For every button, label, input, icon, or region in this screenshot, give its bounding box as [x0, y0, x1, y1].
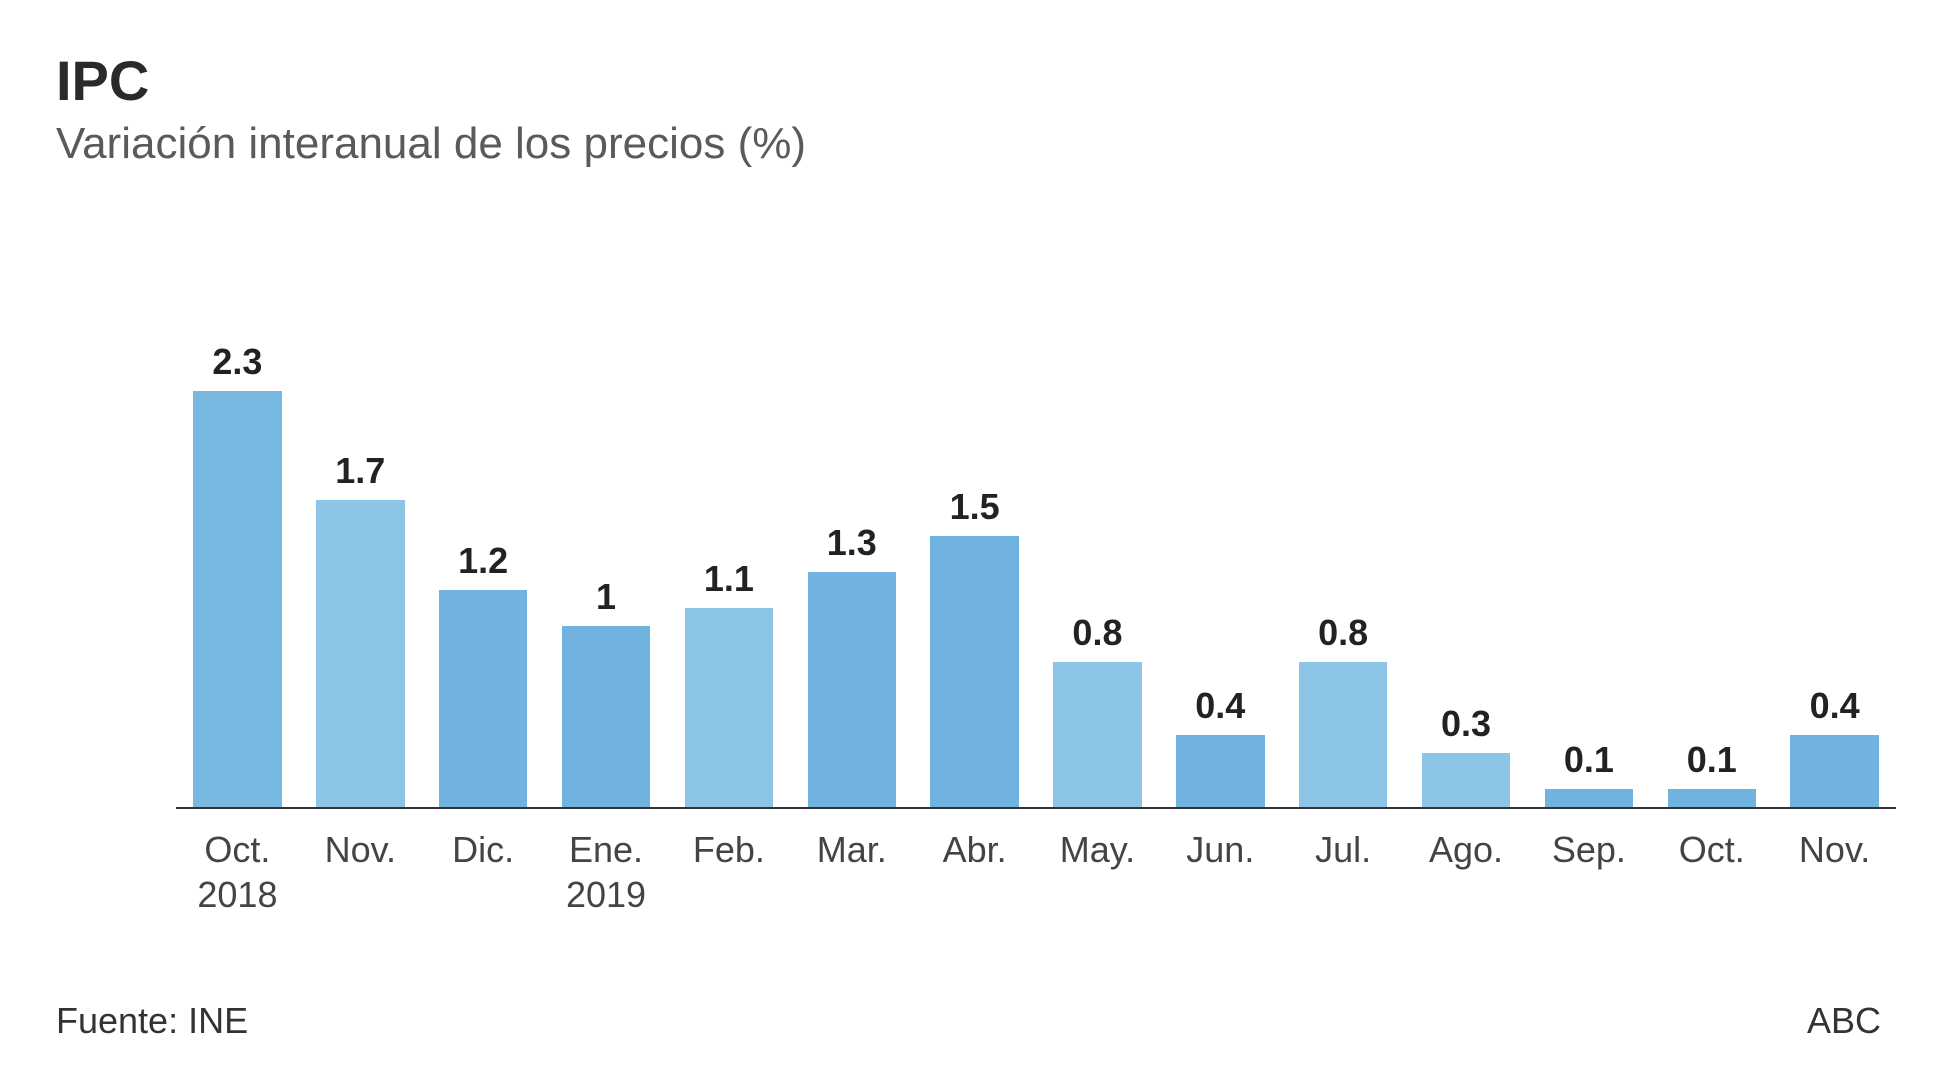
- bar-value-label: 0.1: [1687, 739, 1737, 781]
- bar: [808, 572, 896, 807]
- bar-value-label: 1.1: [704, 558, 754, 600]
- x-tick: Dic.: [422, 827, 545, 917]
- bar-slot: 0.8: [1282, 309, 1405, 807]
- x-tick-label: Oct.: [204, 827, 270, 872]
- x-tick: Abr.: [913, 827, 1036, 917]
- x-tick: Oct.2018: [176, 827, 299, 917]
- bar-slot: 1.5: [913, 309, 1036, 807]
- footer: Fuente: INE ABC: [56, 1000, 1881, 1042]
- bar-value-label: 0.8: [1318, 612, 1368, 654]
- x-tick-label: Jun.: [1186, 827, 1254, 872]
- bar-slot: 2.3: [176, 309, 299, 807]
- x-tick-label: Jul.: [1315, 827, 1371, 872]
- header: IPC Variación interanual de los precios …: [56, 48, 1881, 169]
- x-tick-label: Dic.: [452, 827, 514, 872]
- bar-value-label: 1.7: [335, 450, 385, 492]
- x-tick: Ene.2019: [545, 827, 668, 917]
- bar-slot: 0.1: [1650, 309, 1773, 807]
- x-tick-label: Ago.: [1429, 827, 1503, 872]
- x-tick-label: Abr.: [943, 827, 1007, 872]
- x-tick: Feb.: [667, 827, 790, 917]
- bar-value-label: 1.2: [458, 540, 508, 582]
- bar-value-label: 1: [596, 576, 616, 618]
- bar: [193, 391, 281, 807]
- bar-slot: 0.3: [1405, 309, 1528, 807]
- x-tick: Nov.: [1773, 827, 1896, 917]
- bar: [1053, 662, 1141, 807]
- bar-value-label: 0.4: [1810, 685, 1860, 727]
- x-tick-label: Ene.: [569, 827, 643, 872]
- bar-slot: 0.4: [1773, 309, 1896, 807]
- source-label: Fuente: INE: [56, 1000, 248, 1042]
- bar-slot: 0.1: [1527, 309, 1650, 807]
- x-tick: Jun.: [1159, 827, 1282, 917]
- x-tick-year: 2018: [197, 872, 277, 917]
- bar-slot: 1.3: [790, 309, 913, 807]
- x-tick: Mar.: [790, 827, 913, 917]
- chart-page: IPC Variación interanual de los precios …: [0, 0, 1937, 1090]
- bar: [316, 500, 404, 807]
- bar: [930, 536, 1018, 807]
- x-tick: Nov.: [299, 827, 422, 917]
- bar: [1422, 753, 1510, 807]
- bar-value-label: 2.3: [212, 341, 262, 383]
- x-tick: May.: [1036, 827, 1159, 917]
- chart-container: 2.3 1.7 1.2 1 1.1 1.3 1.5 0.8 0.4 0.8 0.3 0.1 0.1 0.4…: [176, 309, 1896, 917]
- bar: [562, 626, 650, 807]
- chart-title: IPC: [56, 48, 1881, 113]
- x-tick-label: Sep.: [1552, 827, 1626, 872]
- bar-value-label: 0.4: [1195, 685, 1245, 727]
- bar: [1299, 662, 1387, 807]
- x-tick-label: Nov.: [325, 827, 396, 872]
- x-tick: Sep.: [1527, 827, 1650, 917]
- bar: [1790, 735, 1878, 807]
- bar: [1176, 735, 1264, 807]
- bar: [685, 608, 773, 807]
- bar-slot: 1.2: [422, 309, 545, 807]
- x-axis-labels: Oct.2018Nov.Dic.Ene.2019Feb.Mar.Abr.May.…: [176, 827, 1896, 917]
- x-tick-label: Feb.: [693, 827, 765, 872]
- x-tick-label: Oct.: [1679, 827, 1745, 872]
- bar-value-label: 0.1: [1564, 739, 1614, 781]
- bar-slot: 1.7: [299, 309, 422, 807]
- x-tick: Oct.: [1650, 827, 1773, 917]
- x-tick-label: Nov.: [1799, 827, 1870, 872]
- x-tick: Ago.: [1405, 827, 1528, 917]
- x-tick-year: 2019: [566, 872, 646, 917]
- bar: [1668, 789, 1756, 807]
- brand-label: ABC: [1807, 1000, 1881, 1042]
- x-tick-label: Mar.: [817, 827, 887, 872]
- bar-slot: 0.4: [1159, 309, 1282, 807]
- bar-value-label: 1.3: [827, 522, 877, 564]
- x-tick: Jul.: [1282, 827, 1405, 917]
- bar-slot: 0.8: [1036, 309, 1159, 807]
- chart-subtitle: Variación interanual de los precios (%): [56, 119, 1881, 169]
- x-tick-label: May.: [1060, 827, 1135, 872]
- bar-slot: 1.1: [667, 309, 790, 807]
- bar: [439, 590, 527, 807]
- bar-value-label: 1.5: [950, 486, 1000, 528]
- bar-value-label: 0.3: [1441, 703, 1491, 745]
- bar-value-label: 0.8: [1072, 612, 1122, 654]
- bar: [1545, 789, 1633, 807]
- bar-slot: 1: [545, 309, 668, 807]
- bar-chart: 2.3 1.7 1.2 1 1.1 1.3 1.5 0.8 0.4 0.8 0.3 0.1 0.1 0.4: [176, 309, 1896, 809]
